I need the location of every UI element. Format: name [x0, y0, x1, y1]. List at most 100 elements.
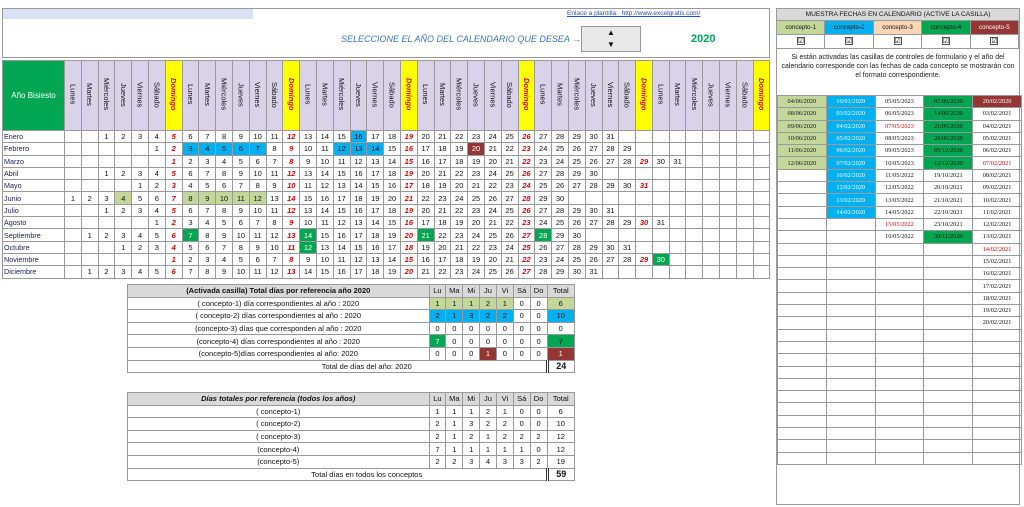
- weekday-header: Domingo: [164, 60, 183, 131]
- day-cell: 4: [164, 240, 183, 254]
- date-cell: [825, 267, 876, 281]
- day-cell: 12: [332, 216, 351, 230]
- day-cell: 2: [181, 252, 200, 267]
- template-link[interactable]: Enlace a plantilla: http://www.excelgrat…: [567, 10, 700, 17]
- date-cell: [874, 340, 925, 355]
- spinner-up-icon[interactable]: ▲: [607, 28, 615, 37]
- concept-checkbox[interactable]: ☑: [845, 37, 854, 45]
- count-cell: 2: [428, 417, 447, 431]
- weekday-label: Viernes: [370, 81, 380, 108]
- day-cell: 5: [164, 129, 183, 144]
- day-cell: 28: [567, 240, 586, 254]
- day-cell: [685, 129, 704, 144]
- day-cell: 4: [181, 179, 200, 193]
- spinner-down-icon[interactable]: ▼: [607, 40, 615, 49]
- month-name: Julio: [2, 203, 65, 218]
- day-cell: 11: [248, 228, 267, 242]
- weekday-header: Miércoles: [567, 60, 586, 131]
- month-name: Junio: [2, 191, 65, 205]
- date-row: [777, 427, 1022, 441]
- count-cell: 0: [428, 321, 447, 336]
- day-cell: 15: [299, 191, 317, 205]
- row-label: ( concepto-2) días correspondientes al a…: [127, 309, 430, 323]
- day-cell: 3: [131, 129, 149, 144]
- date-cell: 10/02/2021: [972, 193, 1022, 207]
- date-cell: [972, 439, 1022, 453]
- day-cell: 7: [198, 166, 217, 181]
- row-label: (concepto-3) días que corresponden al añ…: [127, 321, 430, 336]
- date-cell: [972, 402, 1022, 416]
- date-cell: [923, 291, 974, 306]
- day-cell: 2: [114, 203, 133, 218]
- concept-checkbox[interactable]: ☑: [941, 37, 950, 45]
- day-cell: 26: [517, 129, 536, 144]
- date-row: [777, 439, 1022, 453]
- row-label: (concepto-5): [127, 454, 430, 469]
- weekday-label: Domingo: [169, 78, 179, 111]
- day-cell: 22: [433, 228, 452, 242]
- day-cell: 9: [198, 191, 217, 205]
- weekday-header: Viernes: [131, 60, 149, 131]
- day-cell: 8: [198, 265, 217, 279]
- day-cell: 31: [601, 129, 620, 144]
- day-cell: [64, 179, 82, 193]
- weekday-label: Viernes: [253, 81, 263, 108]
- day-cell: 5: [198, 179, 217, 193]
- day-cell: 11: [265, 203, 284, 218]
- day-cell: [635, 129, 653, 144]
- weekday-label: Jueves: [589, 82, 599, 107]
- day-cell: [80, 203, 99, 218]
- day-cell: 13: [349, 142, 368, 156]
- day-cell: 5: [147, 228, 166, 242]
- concept-checkbox[interactable]: ☑: [796, 37, 805, 45]
- day-cell: 17: [349, 265, 368, 279]
- day-cell: 23: [534, 252, 553, 267]
- day-header: Vi: [495, 392, 514, 406]
- day-cell: 6: [231, 142, 250, 156]
- row-label: ( concepto-1) día correspondientes al añ…: [127, 296, 430, 311]
- day-cell: 3: [181, 216, 200, 230]
- day-cell: [668, 191, 687, 205]
- date-cell: 12/06/2020: [777, 156, 827, 170]
- day-cell: [80, 142, 99, 156]
- year-spinner[interactable]: ▲ ▼: [581, 26, 641, 52]
- month-name: Septiembre: [2, 228, 65, 242]
- concept-checkbox[interactable]: ☑: [990, 37, 999, 45]
- date-cell: 28/09/2020: [923, 131, 974, 146]
- date-cell: 07/05/2023: [874, 119, 925, 133]
- date-cell: [972, 451, 1022, 465]
- day-cell: 27: [500, 191, 519, 205]
- day-cell: 3: [164, 179, 183, 193]
- day-cell: 4: [147, 166, 166, 181]
- day-cell: 16: [366, 240, 385, 254]
- day-cell: 8: [265, 142, 284, 156]
- day-cell: [618, 265, 637, 279]
- month-row: Junio 1 2 3 4 5 6 7 8 9 10 11 12 13 14 15 16 17 18 19 20 21 22…: [2, 191, 771, 205]
- day-cell: [131, 252, 149, 267]
- date-row: 18/02/2021: [777, 291, 1022, 306]
- date-row: [777, 377, 1022, 392]
- day-cell: 7: [248, 142, 267, 156]
- day-cell: 3: [97, 191, 116, 205]
- day-cell: 20: [383, 191, 401, 205]
- date-cell: [777, 328, 827, 342]
- count-cell: 0: [428, 346, 447, 361]
- day-cell: 10: [299, 216, 317, 230]
- concept-checkbox[interactable]: ☑: [893, 37, 902, 45]
- day-cell: [735, 142, 754, 156]
- month-row: Agosto 1 2 3 4 5 6 7 8 9 10 11 12 13 14 15 16 17 18 19 20 21 2…: [2, 216, 771, 230]
- day-cell: 9: [231, 129, 250, 144]
- date-cell: [923, 427, 974, 441]
- day-cell: 5: [231, 154, 250, 168]
- day-cell: [719, 166, 737, 181]
- day-cell: 20: [399, 265, 418, 279]
- count-cell: 2: [479, 296, 497, 311]
- weekday-label: Martes: [202, 83, 212, 106]
- date-cell: 08/05/2023: [874, 131, 925, 146]
- template-link-url[interactable]: http://www.excelgratis.com/: [621, 10, 701, 17]
- month-name: Marzo: [2, 154, 65, 168]
- count-cell: 2: [428, 309, 447, 323]
- day-cell: 2: [80, 191, 99, 205]
- date-cell: 19/10/2021: [923, 168, 974, 183]
- day-cell: 25: [483, 228, 502, 242]
